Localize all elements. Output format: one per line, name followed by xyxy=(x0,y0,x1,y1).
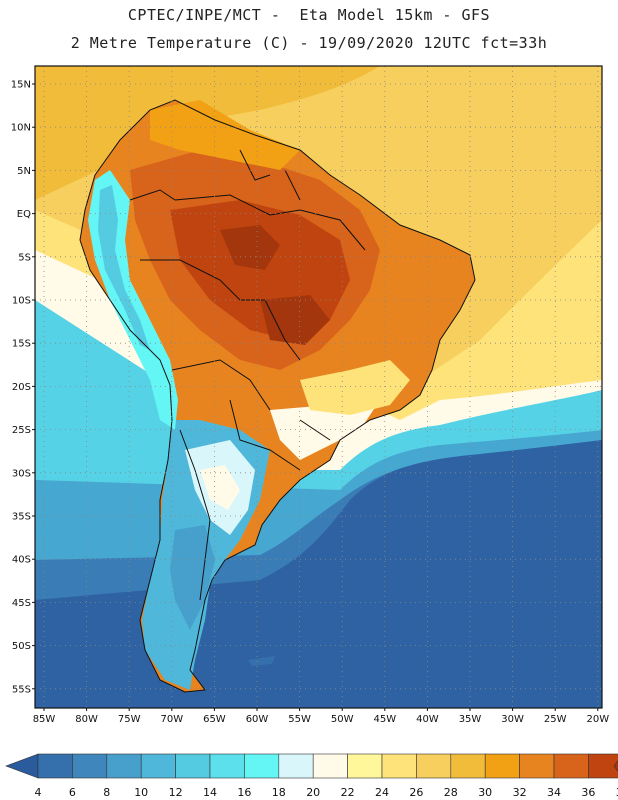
colorbar-label: 30 xyxy=(478,786,492,799)
colorbar-segment xyxy=(484,753,520,779)
colorbar-label: 18 xyxy=(272,786,286,799)
lat-label: 15N xyxy=(11,80,31,91)
colorbar-label: 20 xyxy=(306,786,320,799)
lon-label: 20W xyxy=(586,714,609,725)
lat-label: 10S xyxy=(12,296,31,307)
colorbar-label: 10 xyxy=(134,786,148,799)
lon-label: 65W xyxy=(203,714,226,725)
lat-label: 5S xyxy=(18,252,31,263)
colorbar-segment xyxy=(72,753,108,779)
lon-label: 30W xyxy=(501,714,524,725)
lat-label: 35S xyxy=(12,512,31,523)
colorbar-label: 16 xyxy=(237,786,251,799)
colorbar-arrow-high xyxy=(613,760,618,772)
lon-label: 35W xyxy=(459,714,482,725)
lon-label: 45W xyxy=(373,714,396,725)
country-borders xyxy=(79,99,476,693)
colorbar-segment xyxy=(347,753,383,779)
hottest-core-north xyxy=(220,225,280,270)
lon-label: 55W xyxy=(288,714,311,725)
colorbar: 4 6 8 10 12 14 16 18 20 22 24 26 28 30 32 34 36 38 xyxy=(5,753,618,799)
colorbar-label: 24 xyxy=(375,786,389,799)
colorbar-segment xyxy=(416,753,452,779)
chart-title-line2: 2 Metre Temperature (C) - 19/09/2020 12U… xyxy=(70,34,548,52)
lat-label: 55S xyxy=(12,684,31,695)
lat-label: 20S xyxy=(12,382,31,393)
colorbar-segment xyxy=(244,753,280,779)
north-coast-land xyxy=(150,100,300,170)
lat-label: 15S xyxy=(12,339,31,350)
colorbar-segment xyxy=(588,753,618,779)
lon-label: 75W xyxy=(118,714,141,725)
falkland-islands xyxy=(248,656,275,666)
colorbar-segment xyxy=(140,753,176,779)
andes-peaks xyxy=(98,185,150,350)
latitude-labels: 15N 10N 5N EQ 5S 10S 15S 20S 25S 30S 35S 40S 45S 50S 5… xyxy=(11,80,35,695)
colorbar-segment xyxy=(106,753,142,779)
lat-label: 5N xyxy=(17,166,31,177)
colorbar-segment xyxy=(175,753,211,779)
caribbean-layer xyxy=(35,66,380,200)
lat-label: EQ xyxy=(17,209,31,220)
colorbar-segment xyxy=(278,753,314,779)
colorbar-label: 4 xyxy=(35,786,42,799)
lat-label: 40S xyxy=(12,555,31,566)
colorbar-label: 28 xyxy=(444,786,458,799)
colorbar-label: 8 xyxy=(103,786,110,799)
pampas-warm-patch xyxy=(200,465,240,510)
colorbar-segment xyxy=(381,753,417,779)
colorbar-label: 34 xyxy=(547,786,561,799)
map-gridlines xyxy=(35,66,602,708)
lon-label: 60W xyxy=(246,714,269,725)
colorbar-label: 22 xyxy=(341,786,355,799)
colorbar-segment xyxy=(209,753,245,779)
lon-label: 80W xyxy=(75,714,98,725)
lon-label: 85W xyxy=(33,714,56,725)
lat-label: 25S xyxy=(12,425,31,436)
lon-label: 50W xyxy=(331,714,354,725)
colorbar-label: 26 xyxy=(409,786,423,799)
colorbar-label: 6 xyxy=(69,786,76,799)
longitude-labels: 85W 80W 75W 70W 65W 60W 55W 50W 45W 40W 35W 30W 25W 2… xyxy=(33,708,609,725)
lon-label: 25W xyxy=(544,714,567,725)
colorbar-label: 38 xyxy=(616,786,618,799)
colorbar-label: 12 xyxy=(169,786,183,799)
chart-title-line1: CPTEC/INPE/MCT - Eta Model 15km - GFS xyxy=(127,6,491,24)
lat-label: 50S xyxy=(12,641,31,652)
colorbar-label: 14 xyxy=(203,786,217,799)
colorbar-segment xyxy=(553,753,589,779)
southern-andes-land xyxy=(170,525,215,630)
colorbar-segment xyxy=(450,753,486,779)
colorbar-arrow-low xyxy=(5,753,39,779)
map-field xyxy=(35,66,602,708)
colorbar-label: 32 xyxy=(513,786,527,799)
colorbar-label: 36 xyxy=(581,786,595,799)
lat-label: 45S xyxy=(12,598,31,609)
lon-label: 40W xyxy=(416,714,439,725)
lon-label: 70W xyxy=(160,714,183,725)
map-frame xyxy=(34,65,603,709)
southeast-highlands xyxy=(300,360,410,415)
colorbar-segment xyxy=(312,753,348,779)
lat-label: 10N xyxy=(11,123,31,134)
hottest-core-south xyxy=(260,295,330,345)
lat-label: 30S xyxy=(12,468,31,479)
colorbar-segment xyxy=(37,753,73,779)
colorbar-segment xyxy=(519,753,555,779)
